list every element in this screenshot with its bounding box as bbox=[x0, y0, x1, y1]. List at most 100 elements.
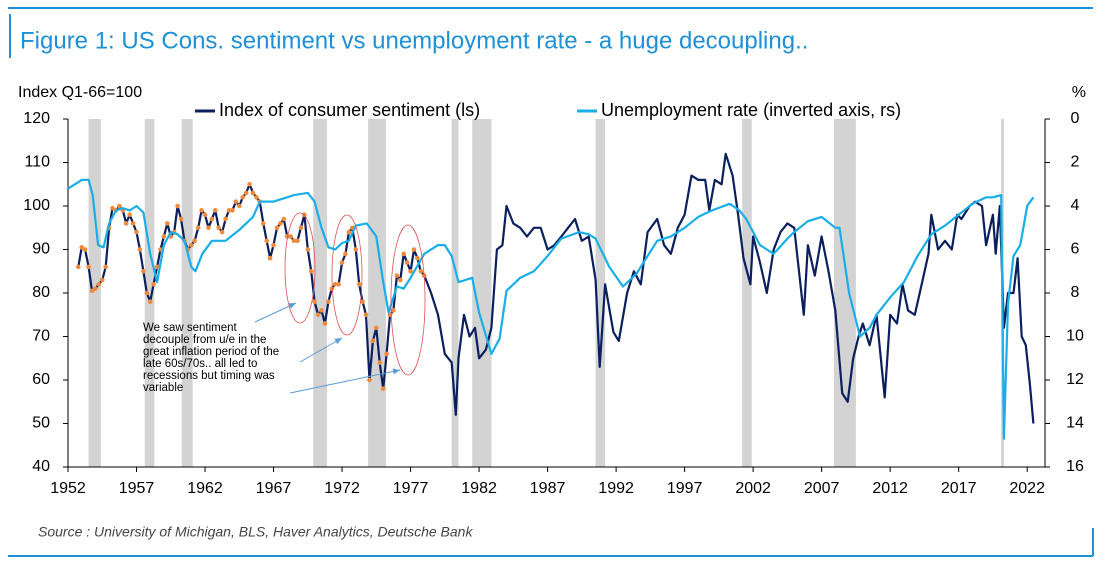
annotation-line: recessions but timing was bbox=[143, 370, 275, 382]
x-tick-label: 1997 bbox=[667, 480, 703, 497]
x-tick-label: 1992 bbox=[598, 480, 634, 497]
series-marker bbox=[295, 238, 300, 244]
y-tick-label: 50 bbox=[32, 415, 50, 432]
series-marker bbox=[401, 251, 407, 257]
y-tick-label: 40 bbox=[32, 458, 50, 475]
series-marker bbox=[216, 225, 222, 231]
series-marker bbox=[175, 203, 180, 209]
series-marker bbox=[332, 282, 338, 287]
series-marker bbox=[117, 203, 122, 209]
x-tick-label: 2007 bbox=[804, 480, 840, 497]
series-marker bbox=[278, 221, 283, 226]
x-tick-label: 1972 bbox=[324, 480, 360, 497]
y2-tick-label: 12 bbox=[1066, 371, 1084, 388]
y2-tick-label: 8 bbox=[1071, 284, 1080, 301]
y2-tick-label: 16 bbox=[1066, 458, 1084, 475]
series-marker bbox=[415, 255, 420, 261]
series-marker bbox=[343, 251, 348, 257]
series-marker bbox=[267, 255, 273, 261]
series-marker bbox=[312, 299, 317, 305]
x-tick-label: 1967 bbox=[256, 480, 292, 497]
series-marker bbox=[230, 208, 235, 213]
series-marker bbox=[360, 299, 365, 305]
series-marker bbox=[137, 247, 143, 252]
series-marker bbox=[326, 299, 331, 305]
y2-axis-label: % bbox=[1072, 84, 1086, 101]
x-tick-label: 2002 bbox=[735, 480, 771, 497]
series-marker bbox=[178, 216, 184, 222]
y-axis-label: Index Q1-66=100 bbox=[18, 84, 142, 101]
annotation-arrow bbox=[299, 337, 343, 363]
series-marker bbox=[93, 286, 98, 291]
series-marker bbox=[298, 225, 304, 231]
series-marker bbox=[322, 321, 328, 326]
y2-tick-label: 14 bbox=[1066, 415, 1084, 432]
series-marker bbox=[202, 212, 208, 217]
recession-band bbox=[368, 119, 386, 467]
series-marker bbox=[165, 221, 170, 226]
x-tick-label: 2022 bbox=[1009, 480, 1045, 497]
series-marker bbox=[75, 264, 81, 270]
series-marker bbox=[418, 268, 424, 274]
recession-band bbox=[181, 119, 193, 467]
series-marker bbox=[281, 216, 287, 222]
series-marker bbox=[250, 190, 256, 196]
series-marker bbox=[319, 308, 324, 313]
x-tick-label: 1987 bbox=[530, 480, 566, 497]
series-marker bbox=[346, 229, 352, 235]
highlight-ellipse bbox=[284, 212, 316, 324]
y2-tick-label: 4 bbox=[1071, 197, 1080, 214]
series-marker bbox=[161, 234, 167, 239]
series-marker bbox=[233, 199, 239, 204]
series-marker bbox=[219, 229, 225, 235]
series-marker bbox=[305, 247, 311, 252]
series-marker bbox=[130, 221, 136, 226]
series-marker bbox=[356, 282, 362, 287]
series-marker bbox=[339, 260, 345, 265]
legend-label: Unemployment rate (inverted axis, rs) bbox=[601, 100, 901, 120]
series-marker bbox=[96, 282, 102, 287]
plot-area: 40 50 60 70 80 90 100 110 120 0 2 4 6 8 10 12 14 16 1952 19… bbox=[23, 110, 1084, 497]
series-marker bbox=[291, 238, 297, 244]
series-marker bbox=[308, 268, 314, 274]
series-marker bbox=[254, 195, 259, 200]
annotation-line: We saw sentiment bbox=[143, 322, 238, 334]
y-tick-label: 110 bbox=[24, 154, 50, 171]
highlight-ellipse bbox=[390, 224, 426, 376]
series-marker bbox=[123, 221, 129, 226]
annotation-line: late 60s/70s.. all led to bbox=[143, 358, 257, 370]
x-tick-label: 1982 bbox=[461, 480, 497, 497]
series-marker bbox=[144, 290, 150, 296]
annotation-arrow bbox=[254, 302, 297, 323]
y-tick-label: 60 bbox=[32, 371, 50, 388]
series-marker bbox=[377, 360, 383, 365]
y2-tick-label: 0 bbox=[1071, 110, 1080, 127]
y-tick-label: 100 bbox=[23, 197, 50, 214]
series-marker bbox=[206, 225, 211, 231]
series-marker bbox=[370, 338, 376, 344]
series-marker bbox=[213, 208, 218, 213]
x-tick-label: 2017 bbox=[941, 480, 977, 497]
series-marker bbox=[223, 216, 228, 222]
x-tick-label: 1957 bbox=[119, 480, 155, 497]
recession-band bbox=[595, 119, 606, 467]
recession-band bbox=[472, 119, 492, 467]
series-marker bbox=[411, 247, 417, 252]
y-tick-label: 90 bbox=[32, 241, 50, 258]
legend-label: Index of consumer sentiment (ls) bbox=[219, 100, 480, 120]
series-marker bbox=[274, 225, 280, 231]
series-marker bbox=[384, 351, 389, 357]
series-marker bbox=[240, 195, 246, 200]
series-marker bbox=[243, 190, 249, 196]
series-marker bbox=[284, 234, 290, 239]
series-marker bbox=[110, 205, 115, 211]
recession-band bbox=[313, 119, 327, 467]
series-marker bbox=[353, 247, 359, 252]
series-marker bbox=[82, 247, 88, 252]
annotation-line: great inflation period of the bbox=[143, 346, 279, 358]
y-tick-label: 80 bbox=[32, 284, 50, 301]
chart-title: Figure 1: US Cons. sentiment vs unemploy… bbox=[20, 27, 808, 54]
